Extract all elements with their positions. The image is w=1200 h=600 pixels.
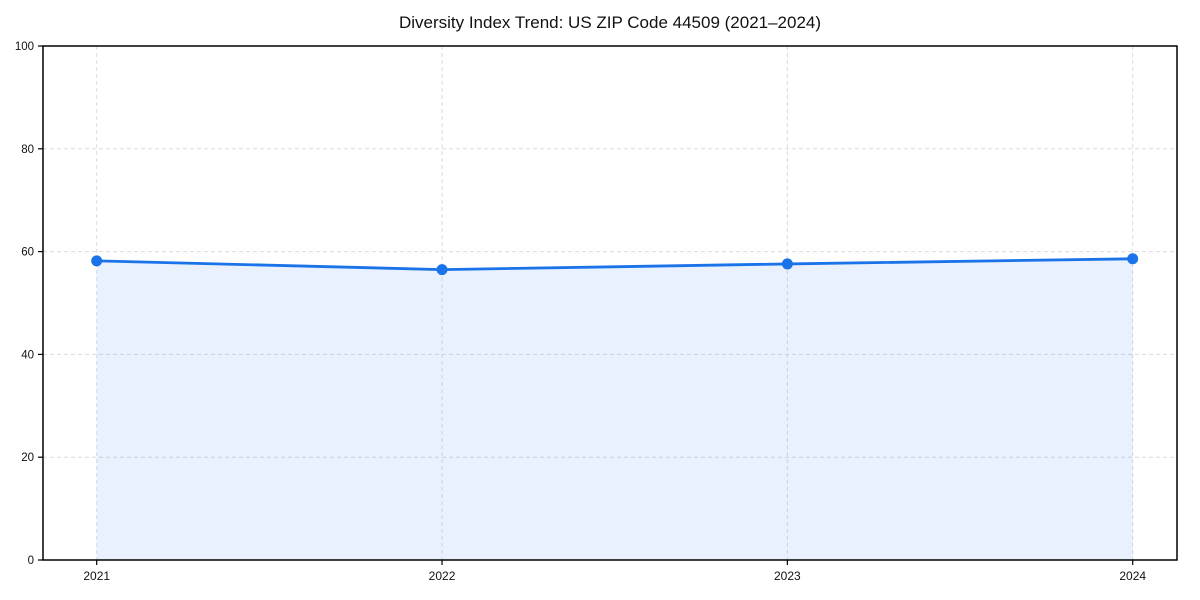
y-tick-label: 0 [28, 555, 34, 567]
x-tick-label: 2023 [774, 569, 801, 583]
y-tick-label: 40 [21, 349, 34, 361]
y-tick-label: 100 [15, 41, 34, 53]
trend-line [95, 257, 1135, 271]
data-point-2024 [1127, 253, 1139, 265]
y-tick-label: 60 [21, 247, 34, 259]
chart-title: Diversity Index Trend: US ZIP Code 44509… [398, 13, 822, 32]
x-tick-label: 2021 [83, 569, 110, 583]
plot-border [42, 45, 1178, 561]
x-tick-label: 2024 [1119, 569, 1146, 583]
data-point-2022 [436, 264, 448, 276]
y-tick-label: 80 [21, 144, 34, 156]
data-point-2023 [781, 258, 793, 270]
data-point-2021 [91, 255, 103, 267]
area-fill [96, 258, 1133, 560]
y-tick-label: 20 [21, 452, 34, 464]
x-tick-label: 2022 [429, 569, 456, 583]
